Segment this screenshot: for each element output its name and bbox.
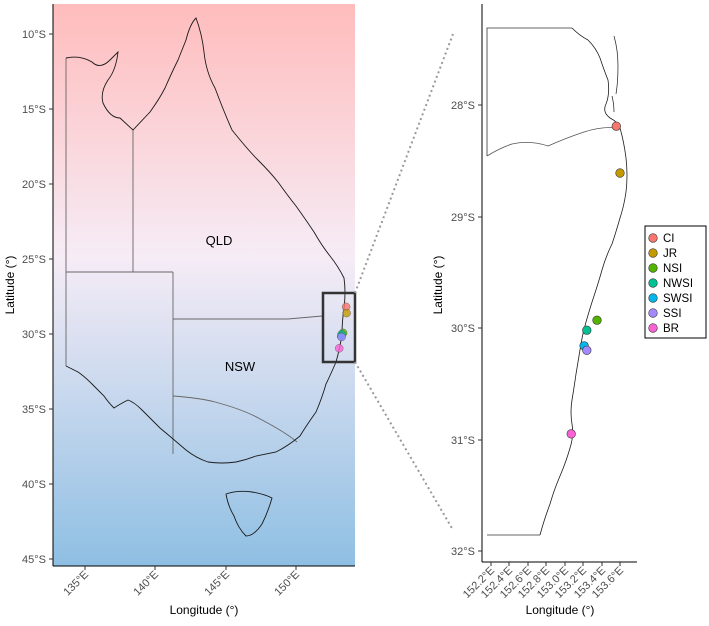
inset-site-markers [566, 121, 625, 439]
legend-key-swsi [648, 293, 658, 303]
site-marker-ci [611, 121, 621, 131]
inset-map-background [482, 4, 637, 562]
y-tick-label: 10°S [22, 29, 46, 41]
y-tick-label: 40°S [22, 479, 46, 491]
tasmania-coastline [225, 490, 273, 537]
inset-x-ticks: 152.2°E 152.4°E 152.6°E 152.8°E 153.0°E … [461, 562, 626, 601]
australia-coastline [65, 17, 346, 464]
legend-label-nwsi: NWSI [663, 278, 693, 290]
overview-site-markers [335, 302, 351, 353]
y-tick-label: 20°S [22, 179, 46, 191]
inset-stradbroke-island [611, 95, 615, 113]
y-tick-label: 35°S [22, 404, 46, 416]
region-label-qld: QLD [206, 233, 233, 248]
overview-x-ticks: 135°E 140°E 145°E 150°E [61, 566, 302, 598]
inset-x-axis-title: Longitude (°) [526, 603, 595, 617]
y-tick-label: 31°S [451, 435, 475, 447]
zoom-connector-lines [354, 33, 454, 531]
legend-label-br: BR [663, 323, 679, 335]
overview-site-marker-br [335, 344, 344, 353]
overview-map: QLD NSW 10°S 15°S 20°S 25°S 30°S 35°S 40… [3, 4, 357, 617]
x-tick-label: 145°E [202, 569, 232, 599]
y-tick-label: 25°S [22, 254, 46, 266]
y-tick-label: 30°S [451, 323, 475, 335]
region-label-nsw: NSW [225, 359, 256, 374]
legend-key-nwsi [648, 278, 658, 288]
inset-map: 28°S 29°S 30°S 31°S 32°S 152.2°E 152.4°E… [431, 4, 637, 617]
overview-y-ticks: 10°S 15°S 20°S 25°S 30°S 35°S 40°S 45°S [22, 29, 53, 566]
site-marker-nsi [592, 315, 602, 325]
legend-key-ci [648, 233, 658, 243]
legend-key-nsi [648, 263, 658, 273]
legend: CI JR NSI NWSI SWSI SSI BR [644, 225, 707, 339]
legend-key-jr [648, 248, 658, 258]
inset-y-axis-title: Latitude (°) [431, 256, 445, 315]
legend-label-jr: JR [663, 248, 677, 260]
y-tick-label: 30°S [22, 329, 46, 341]
site-marker-br [566, 429, 576, 439]
overview-y-axis-title: Latitude (°) [3, 256, 17, 315]
x-tick-label: 135°E [61, 569, 91, 599]
overview-map-background [53, 4, 355, 566]
legend-label-swsi: SWSI [663, 293, 692, 305]
inset-moreton-island [613, 35, 619, 95]
legend-label-nsi: NSI [663, 263, 682, 275]
inset-frame-lines [486, 27, 572, 536]
y-tick-label: 45°S [22, 554, 46, 566]
inset-y-ticks: 28°S 29°S 30°S 31°S 32°S [451, 100, 482, 558]
qld-nsw-border [172, 272, 323, 320]
x-tick-label: 150°E [272, 569, 302, 599]
y-tick-label: 15°S [22, 104, 46, 116]
legend-items: CI JR NSI NWSI SWSI SSI BR [648, 233, 693, 335]
legend-label-ssi: SSI [663, 308, 682, 320]
y-tick-label: 32°S [451, 546, 475, 558]
site-marker-jr [615, 168, 625, 178]
x-tick-label: 140°E [131, 569, 161, 599]
site-marker-nwsi [582, 325, 592, 335]
overview-site-marker-ssi [337, 332, 346, 342]
zoom-connector-bottom [354, 361, 454, 531]
y-tick-label: 29°S [451, 212, 475, 224]
inset-qld-nsw-border [486, 127, 621, 157]
nsw-vic-border [172, 395, 298, 443]
y-tick-label: 28°S [451, 100, 475, 112]
legend-key-br [648, 323, 658, 333]
legend-label-ci: CI [663, 233, 675, 245]
overview-site-marker-jr [342, 308, 351, 318]
site-marker-ssi [582, 345, 592, 355]
state-borders [65, 58, 323, 454]
legend-key-ssi [648, 308, 658, 318]
overview-x-axis-title: Longitude (°) [170, 603, 239, 617]
inset-extent-box [321, 291, 357, 364]
zoom-connector-top [354, 33, 454, 294]
